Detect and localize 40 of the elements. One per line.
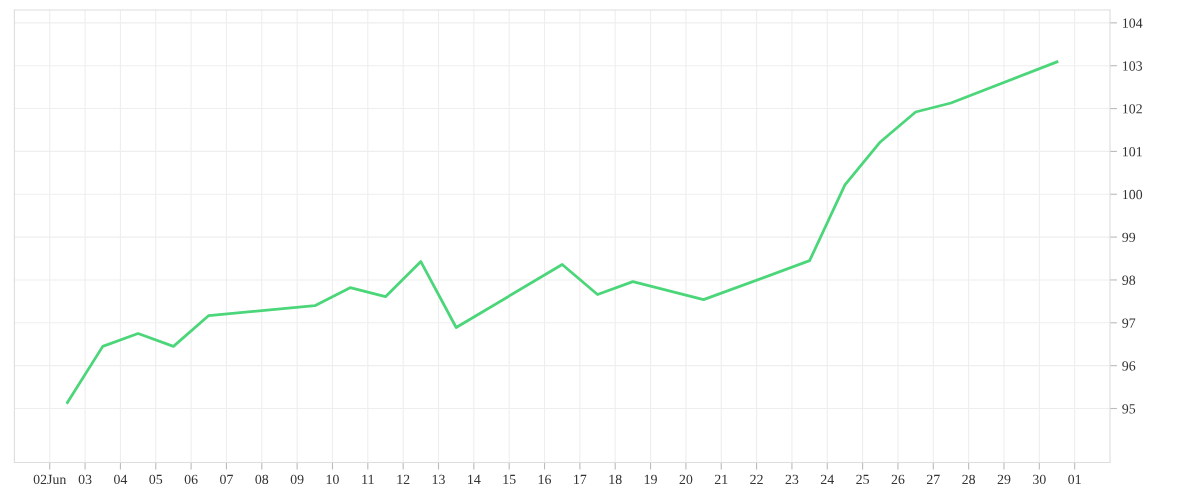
x-tick-label: 05 (149, 474, 163, 485)
x-tick-label: 01 (1068, 474, 1081, 485)
x-tick-label: 12 (397, 474, 410, 484)
y-tick-label: 104 (1123, 18, 1143, 28)
x-tick-label: 14 (468, 474, 481, 484)
x-tick-label: 28 (962, 474, 976, 485)
y-tick-label: 99 (1122, 232, 1136, 243)
x-tick-label: 11 (362, 474, 374, 484)
x-tick-label: 21 (714, 474, 728, 484)
x-tick-label: 02Jun (33, 474, 67, 485)
y-tick-label: 100 (1123, 189, 1143, 200)
y-tick-label: 102 (1123, 104, 1142, 114)
y-tick-label: 103 (1123, 61, 1143, 71)
y-tick-label: 95 (1122, 404, 1136, 414)
x-tick-label: 23 (785, 474, 799, 485)
x-tick-label: 30 (1033, 474, 1046, 485)
x-tick-label: 07 (220, 474, 233, 485)
x-tick-label: 26 (891, 474, 905, 485)
x-tick-label: 06 (184, 474, 198, 485)
x-tick-label: 03 (78, 474, 92, 485)
x-tick-label: 18 (609, 474, 622, 485)
y-tick-label: 101 (1123, 146, 1142, 157)
x-tick-label: 13 (432, 474, 445, 485)
x-tick-label: 17 (574, 474, 587, 484)
x-tick-label: 24 (820, 474, 834, 484)
x-tick-label: 10 (326, 474, 339, 485)
x-tick-label: 20 (679, 474, 693, 485)
x-tick-label: 04 (114, 474, 128, 485)
x-tick-label: 19 (644, 474, 657, 485)
y-tick-label: 98 (1122, 275, 1136, 285)
x-tick-label: 29 (997, 474, 1011, 485)
x-tick-label: 08 (255, 474, 269, 485)
x-tick-label: 25 (856, 474, 870, 485)
y-tick-label: 96 (1122, 361, 1136, 371)
x-tick-label: 09 (290, 474, 304, 485)
x-tick-label: 16 (538, 474, 552, 485)
x-tick-label: 27 (926, 474, 940, 484)
y-tick-label: 97 (1122, 318, 1136, 328)
x-tick-label: 15 (503, 474, 516, 485)
x-tick-label: 22 (750, 474, 763, 484)
